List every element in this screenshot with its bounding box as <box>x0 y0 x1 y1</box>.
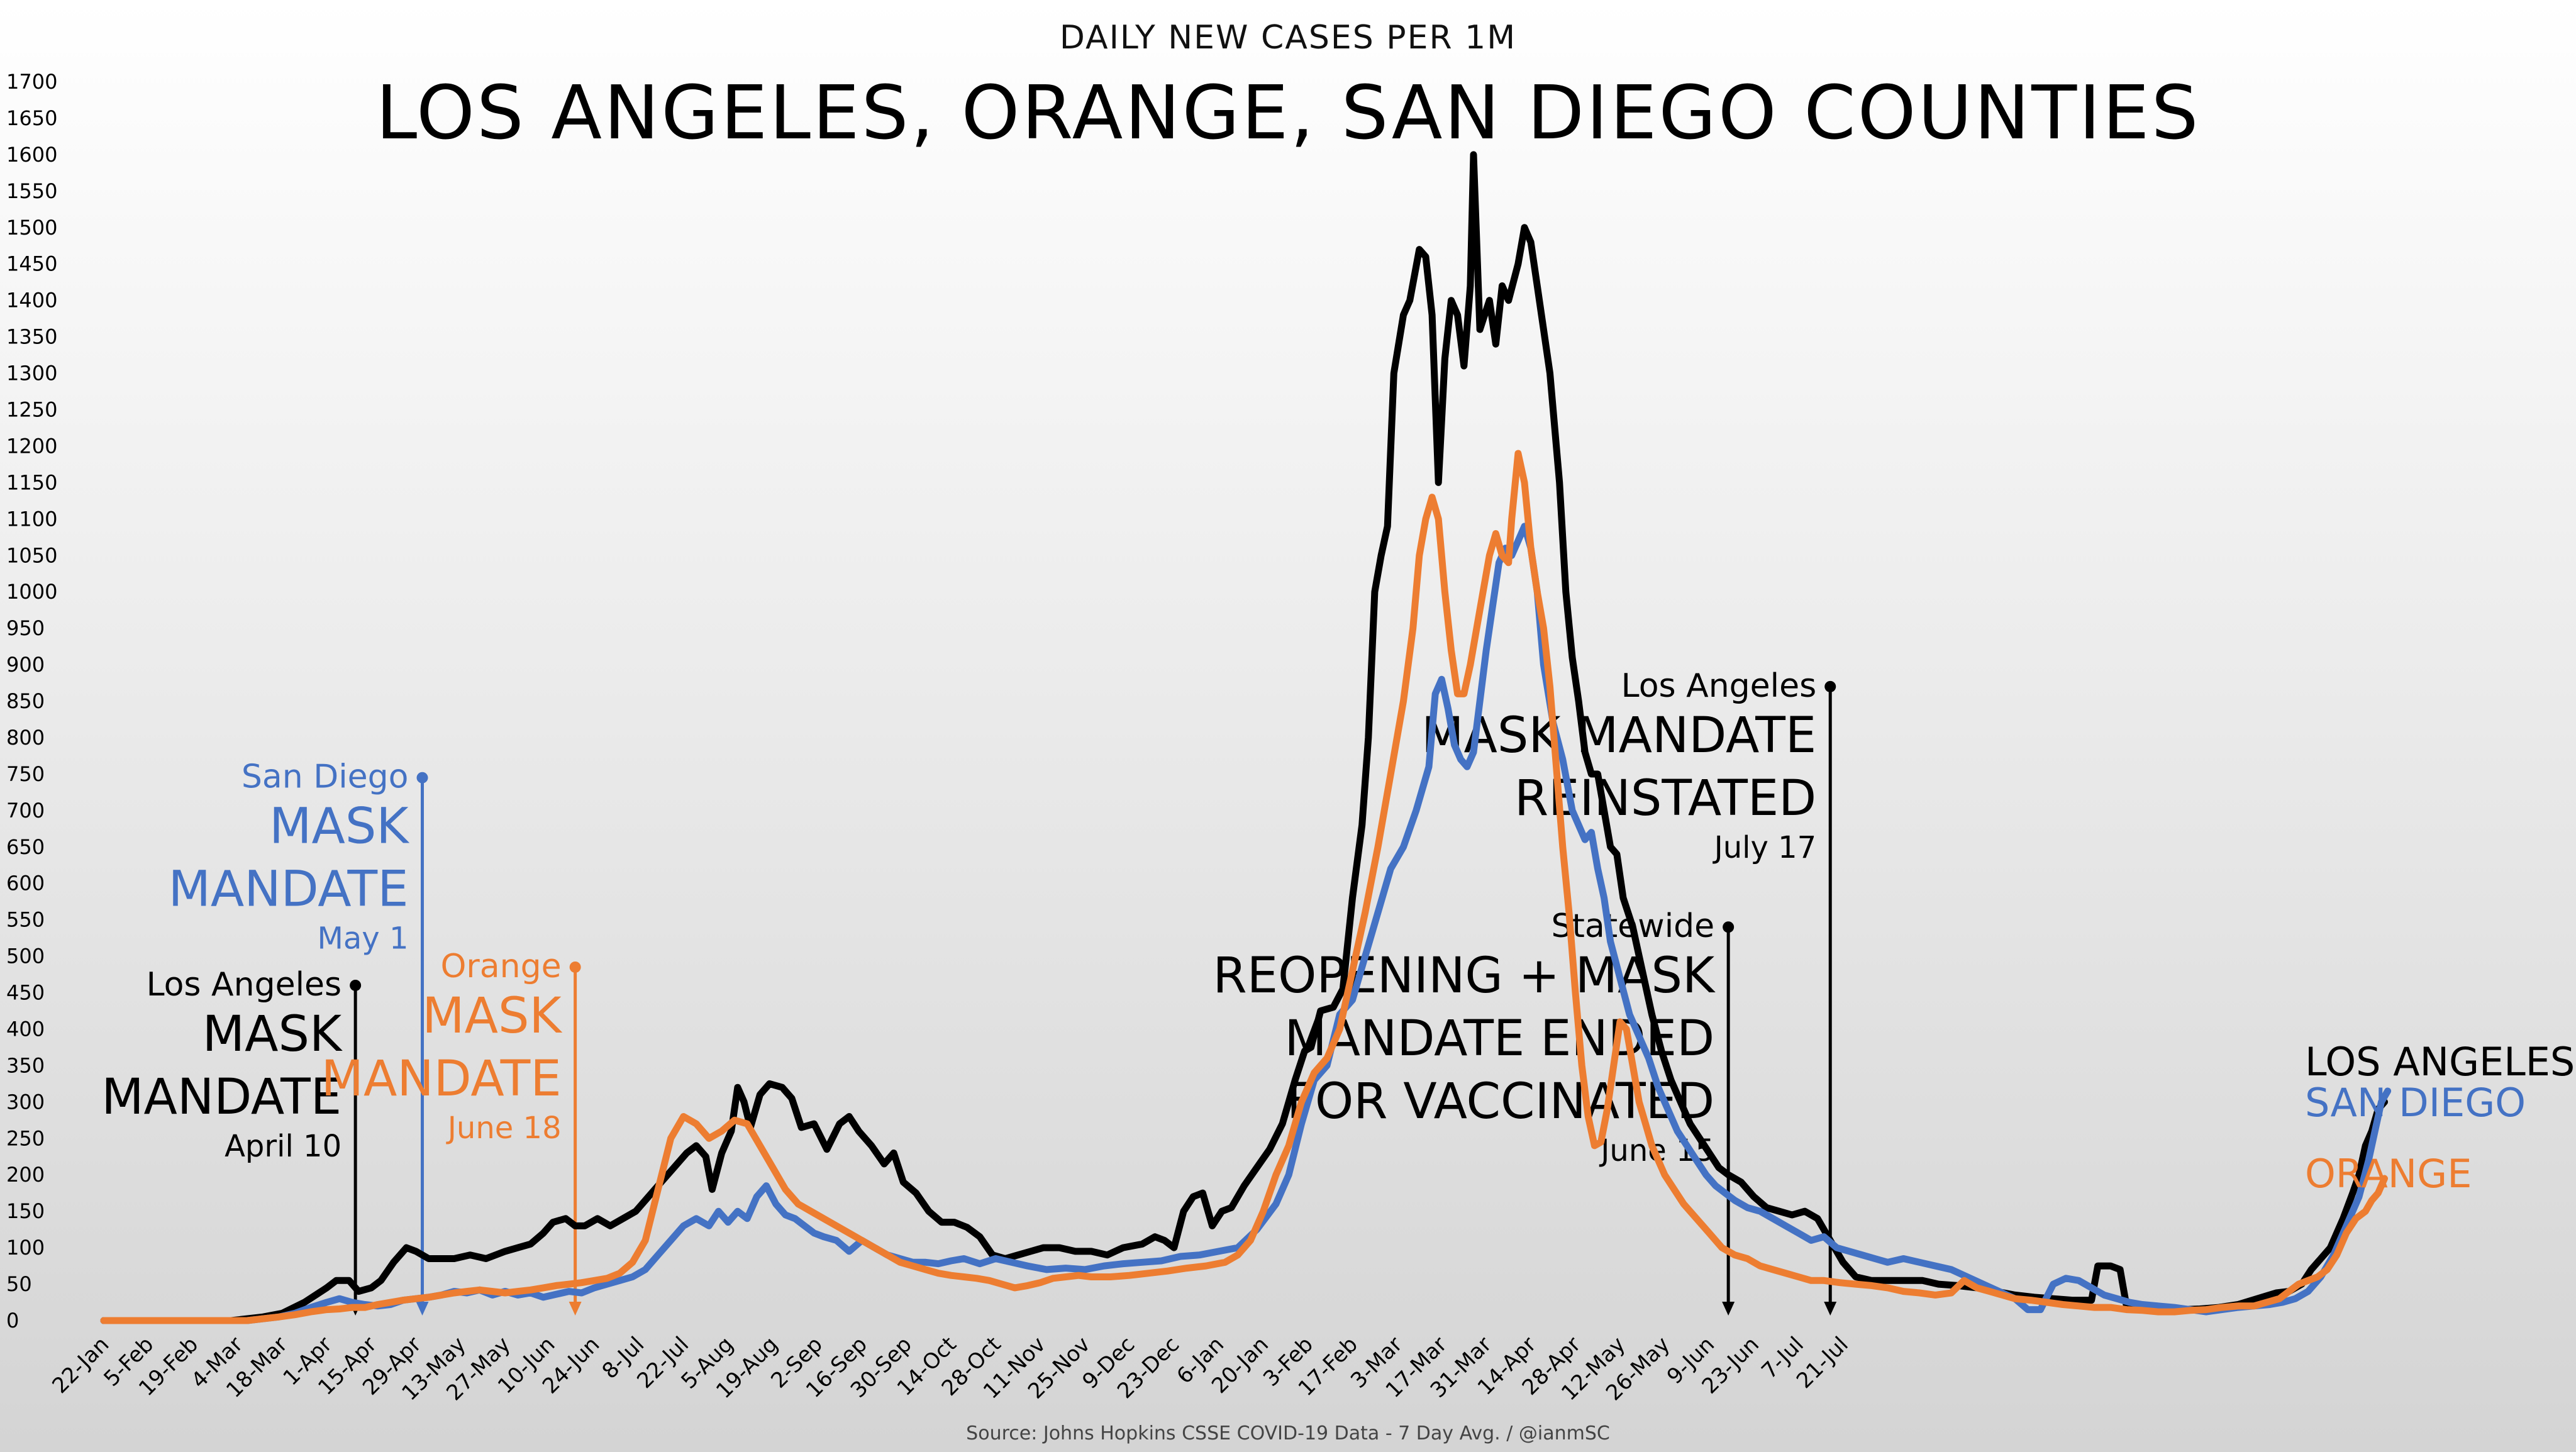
series-line <box>100 151 2388 1324</box>
y-tick-label: 1050 <box>6 543 57 567</box>
end-label: LOS ANGELES <box>2305 1039 2575 1085</box>
y-tick-label: 950 <box>6 616 45 640</box>
annotation-place: San Diego <box>242 758 409 796</box>
y-tick-label: 300 <box>6 1090 45 1114</box>
annotation-date: July 17 <box>1713 830 1817 865</box>
y-tick-label: 1150 <box>6 470 57 494</box>
end-label: SAN DIEGO <box>2305 1080 2526 1126</box>
series-layer <box>100 151 2392 1324</box>
series-line <box>100 450 2388 1324</box>
annotation-dot <box>569 961 581 973</box>
annotation-dot <box>1824 680 1836 692</box>
end-label: ORANGE <box>2305 1151 2472 1197</box>
y-tick-label: 250 <box>6 1126 45 1150</box>
annotation-event: MASK <box>422 988 562 1045</box>
y-tick-label: 100 <box>6 1236 45 1260</box>
annotation-place: Los Angeles <box>147 966 342 1004</box>
y-tick-label: 1450 <box>6 252 57 276</box>
y-tick-label: 750 <box>6 762 45 786</box>
annotation-dot <box>350 979 362 991</box>
y-tick-label: 1600 <box>6 143 57 167</box>
annotation-arrow <box>569 1302 582 1316</box>
y-tick-label: 50 <box>6 1272 32 1296</box>
y-tick-label: 1500 <box>6 216 57 240</box>
annotation-event: REOPENING + MASK <box>1213 948 1716 1004</box>
y-tick-label: 350 <box>6 1053 45 1077</box>
chart-subtitle: DAILY NEW CASES PER 1M <box>1059 19 1517 57</box>
y-tick-label: 1550 <box>6 179 57 203</box>
y-tick-label: 1300 <box>6 362 57 385</box>
annotation-place: Orange <box>440 948 561 985</box>
annotation-event: FOR VACCINATED <box>1287 1073 1714 1130</box>
annotation-event: MASK <box>269 799 409 855</box>
annotation-event: MANDATE <box>101 1069 341 1126</box>
y-tick-label: 650 <box>6 835 45 859</box>
annotation-arrow <box>1722 1302 1735 1316</box>
y-tick-label: 900 <box>6 653 45 677</box>
y-tick-label: 550 <box>6 908 45 932</box>
y-tick-label: 450 <box>6 981 45 1005</box>
annotation-dot <box>1723 921 1735 933</box>
annotation-event: MANDATE <box>169 862 409 918</box>
y-tick-label: 1350 <box>6 325 57 349</box>
annotation-date: April 10 <box>225 1129 341 1164</box>
annotation-event: MASK MANDATE <box>1421 707 1816 764</box>
annotation-event: MASK <box>203 1006 343 1063</box>
y-tick-label: 400 <box>6 1017 45 1041</box>
y-tick-label: 700 <box>6 799 45 823</box>
y-tick-label: 1400 <box>6 289 57 313</box>
annotation-event: MANDATE <box>321 1051 562 1107</box>
annotation-arrow <box>416 1302 429 1316</box>
annotation-date: May 1 <box>317 921 408 956</box>
x-tick-label: 22-Jan <box>47 1332 114 1399</box>
annotation-arrow <box>1824 1302 1837 1316</box>
y-tick-label: 1200 <box>6 434 57 458</box>
y-tick-label: 1700 <box>6 70 57 94</box>
y-tick-label: 200 <box>6 1163 45 1187</box>
x-tick-label: 21-Jul <box>1792 1332 1853 1394</box>
annotation-date: June 18 <box>446 1111 562 1146</box>
source-note: Source: Johns Hopkins CSSE COVID-19 Data… <box>966 1422 1610 1444</box>
y-tick-label: 800 <box>6 726 45 750</box>
annotation-dot <box>416 772 428 784</box>
y-tick-label: 0 <box>6 1309 19 1333</box>
y-tick-label: 150 <box>6 1199 45 1223</box>
chart-title: LOS ANGELES, ORANGE, SAN DIEGO COUNTIES <box>375 69 2201 156</box>
y-tick-label: 850 <box>6 689 45 713</box>
y-tick-label: 1000 <box>6 580 57 604</box>
series-line <box>100 523 2392 1324</box>
y-tick-label: 1250 <box>6 398 57 422</box>
y-tick-label: 500 <box>6 945 45 968</box>
y-tick-label: 600 <box>6 872 45 895</box>
annotation-place: Los Angeles <box>1621 667 1817 705</box>
y-tick-label: 1650 <box>6 106 57 130</box>
y-tick-label: 1100 <box>6 507 57 531</box>
